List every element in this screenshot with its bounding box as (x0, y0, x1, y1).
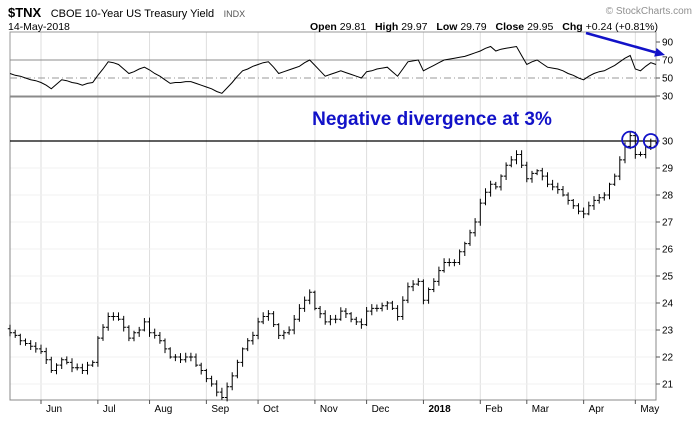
month-label: Nov (320, 404, 338, 415)
month-label: Feb (485, 404, 503, 415)
low-value: 29.79 (460, 21, 487, 33)
symbol-label: $TNX (8, 5, 42, 20)
close-value: 29.95 (527, 21, 554, 33)
rsi-panel-border (9, 31, 657, 98)
indicator-guide-lines (10, 59, 656, 97)
month-label: Jul (103, 404, 116, 415)
arrow-head-icon (654, 47, 665, 57)
close-label: Close (495, 21, 525, 33)
security-name: CBOE 10-Year US Treasury Yield (50, 8, 215, 20)
exchange-label: INDX (223, 9, 246, 19)
price-axis-label: 21 (662, 380, 674, 391)
chart-header: $TNX CBOE 10-Year US Treasury Yield INDX (8, 4, 692, 22)
chart-date: 14-May-2018 (8, 21, 70, 33)
rsi-axis-label: 30 (662, 92, 674, 103)
divergence-annotation-text: Negative divergence at 3% (312, 109, 552, 130)
price-axis-label: 27 (662, 218, 674, 229)
rsi-axis-label: 50 (662, 74, 674, 85)
price-axis-label: 30 (662, 137, 674, 148)
month-label: Sep (211, 404, 229, 415)
price-axis-label: 29 (662, 164, 674, 175)
high-value: 29.97 (401, 21, 428, 33)
divergence-circle (642, 133, 659, 149)
grid-layer (10, 32, 656, 400)
open-value: 29.81 (339, 21, 367, 33)
month-label: Apr (589, 404, 605, 415)
annotation-layer: Negative divergence at 3% (10, 31, 665, 149)
price-axis-label: 24 (662, 299, 674, 310)
arrow-shaft (585, 31, 656, 54)
divergence-circle (621, 130, 640, 149)
high-label: High (374, 21, 399, 33)
open-label: Open (310, 21, 337, 33)
month-label: May (640, 404, 659, 415)
price-axis-label: 23 (662, 326, 674, 337)
low-label: Low (436, 21, 458, 33)
price-ohlc-bars (7, 131, 659, 402)
price-axis-label: 22 (662, 353, 674, 364)
series-layer (7, 45, 659, 402)
quote-line: Open 29.81 High 29.97 Low 29.79 Close 29… (310, 21, 658, 33)
month-label: Jun (46, 404, 62, 415)
chg-value: +0.24 (+0.81%) (585, 21, 658, 33)
month-label: Mar (532, 404, 550, 415)
chg-label: Chg (562, 21, 583, 33)
stockcharts-watermark: © StockCharts.com (605, 6, 692, 17)
month-label: Dec (372, 404, 390, 415)
price-axis-label: 25 (662, 272, 674, 283)
rsi-axis-label: 70 (662, 56, 674, 67)
month-label: Oct (263, 404, 279, 415)
rsi-axis-label: 90 (662, 38, 674, 49)
month-label: 2018 (428, 404, 451, 415)
price-axis-label: 28 (662, 191, 674, 202)
month-label: Aug (155, 404, 173, 415)
axis-labels: Jun Jul Aug Sep Oct Nov Dec 2018 Feb Mar Apr May 30 2… (40, 38, 674, 415)
rsi-line (9, 45, 657, 94)
price-axis-label: 26 (662, 245, 674, 256)
